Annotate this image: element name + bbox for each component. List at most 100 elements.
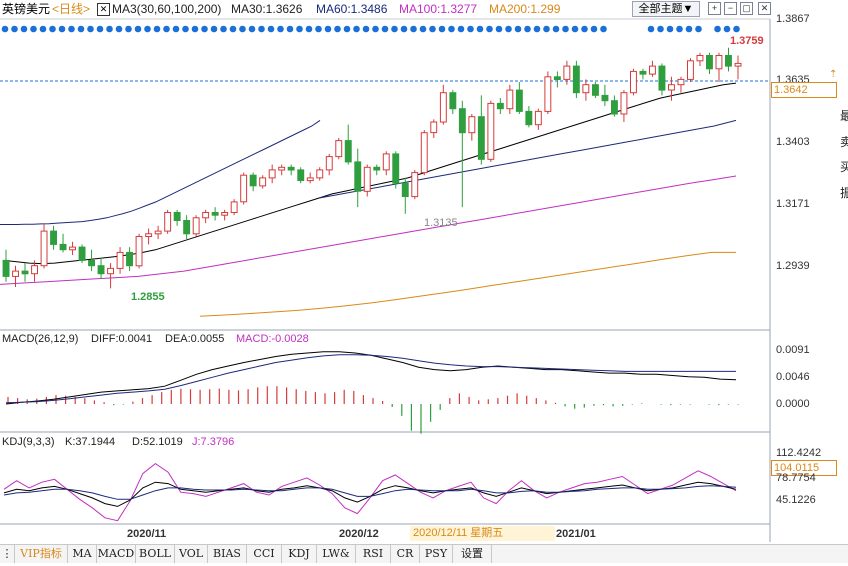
candle-body [544,76,552,112]
side-label-1: 最 [840,109,848,123]
ma-toggle-icon[interactable]: ✕ [97,3,110,16]
kdj-d: D:52.1019 [132,436,183,448]
event-dot [685,25,693,33]
event-dot [381,25,389,33]
candle-body [116,251,124,269]
period-label[interactable]: <日线> [52,2,91,16]
event-dot [68,25,75,33]
event-dot [514,25,522,33]
candle-body [363,166,371,192]
candle-body [306,177,314,182]
tab-ma[interactable]: MA [68,545,97,563]
event-dot [334,25,341,33]
candle-body [173,212,181,221]
macd-header: MACD(26,12,9) DIFF:0.0041 DEA:0.0055 MAC… [2,332,402,346]
ma30-value: MA30:1.3626 [231,2,303,16]
candle-body [525,110,533,126]
price-tick-3: 1.3403 [776,136,810,148]
event-dot [343,25,351,33]
chart-header: 英镑美元 <日线> ✕ MA3(30,60,100,200) MA30:1.36… [0,0,848,18]
candle-body [50,230,57,245]
event-dot [172,25,180,33]
candle-body [401,182,409,197]
kdj-tick-4: 45.1226 [776,494,816,506]
event-dot [305,25,313,33]
minus-box-icon[interactable]: − [724,2,737,15]
event-dot [182,25,189,33]
event-dot [438,25,446,33]
tab-vol[interactable]: VOL [175,545,208,563]
tab-bias[interactable]: BIAS [208,545,247,563]
tab-settings[interactable]: 设置 [453,545,492,563]
symbol-label: 英镑美元 [2,2,51,16]
event-dot [695,25,702,33]
kdj-tick-3: 78.7754 [776,472,816,484]
event-dot [277,25,284,33]
tab-vip[interactable]: VIP指标 [15,545,68,563]
event-dot [258,25,265,33]
tab-macd[interactable]: MACD [97,545,136,563]
close-box-icon[interactable]: ✕ [758,2,771,15]
candle-body [31,265,39,275]
kdj-header: KDJ(9,3,3) K:37.1944 D:52.1019 J:7.3796 [2,435,402,449]
event-marker-row[interactable] [1,25,740,33]
tab-boll[interactable]: BOLL [136,545,175,563]
candle-body [192,217,200,235]
macd-label: MACD(26,12,9) [2,333,79,345]
date-label-dec: 2020/12 [339,528,379,540]
event-dot [144,25,151,33]
event-dot [201,25,208,33]
candle-body [677,78,685,86]
macd-dea: DEA:0.0055 [165,333,225,345]
candle-body [373,166,381,171]
event-dot [552,25,560,33]
tab-kdj[interactable]: KDJ [282,545,317,563]
event-dot [191,25,199,33]
macd-value: MACD:-0.0028 [236,333,309,345]
candle-body [202,212,210,219]
event-dot [106,25,113,33]
candle-body [221,212,229,216]
candle-body [107,267,114,275]
candle-body [382,153,390,171]
candle-body [411,172,419,198]
event-dot [210,25,218,33]
event-dot [362,25,370,33]
ma60-line [0,119,321,225]
event-dot [96,25,104,33]
event-dot [419,25,427,33]
tab-cci[interactable]: CCI [247,545,282,563]
event-dot [49,25,56,33]
arrow-up-icon[interactable]: ⇡ [829,69,838,80]
candle-body [611,100,618,115]
candle-body [639,70,647,75]
event-dot [296,25,303,33]
price-tick-1: 1.3867 [776,13,810,25]
candle-body [335,140,343,158]
theme-dropdown[interactable]: 全部主题▼ [632,1,700,17]
candle-body [420,132,428,174]
tab-scroll-left[interactable]: ⋮ [0,545,15,563]
tab-rsi[interactable]: RSI [356,545,391,563]
event-dot [486,25,493,33]
event-dot [562,25,569,33]
side-label-4: 振 [840,186,848,200]
tab-psy[interactable]: PSY [420,545,453,563]
candle-body [145,233,153,238]
candle-body [458,108,466,134]
candle-body [582,84,590,94]
event-dot [505,25,512,33]
collapse-icon[interactable]: ▢ [740,2,753,15]
tab-lw[interactable]: LW& [317,545,356,563]
tab-cr[interactable]: CR [391,545,420,563]
candle-body [734,62,742,67]
event-dot [87,25,94,33]
kdj-value-badge: 104.0115 [771,460,837,476]
event-dot [248,25,256,33]
candle-body [344,140,352,163]
kdj-j-line [3,462,737,522]
macd-tick-2: 0.0046 [776,371,810,383]
event-dot [590,25,598,33]
candle-body [715,55,723,70]
plus-box-icon[interactable]: + [708,2,721,15]
